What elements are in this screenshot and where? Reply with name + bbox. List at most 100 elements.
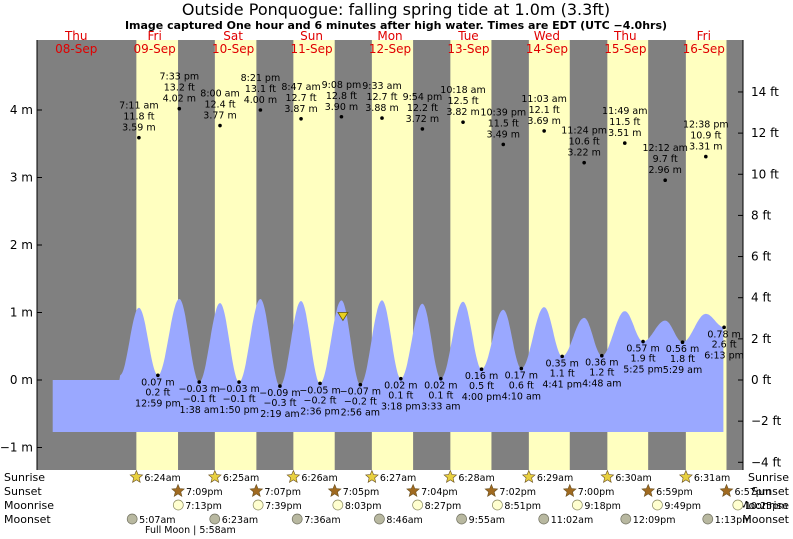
- high-tide-meters: 3.51 m: [608, 128, 641, 139]
- low-tide-point: [399, 376, 403, 381]
- low-tide-time: 5:25 pm: [623, 365, 663, 376]
- low-tide-point: [600, 353, 604, 358]
- moonset-icon: [538, 513, 550, 525]
- moonset-icon: [620, 513, 632, 525]
- sunset-time: 6:57pm: [735, 487, 772, 498]
- high-tide-point: [177, 106, 182, 111]
- sunset-icon: [641, 483, 656, 497]
- astro-row-label-right: Sunset: [751, 485, 789, 498]
- sunset-time: 7:02pm: [499, 487, 536, 498]
- day-date: 08-Sep: [55, 42, 97, 56]
- sunrise-icon: [364, 469, 379, 483]
- high-tide-point: [461, 120, 465, 124]
- low-tide-meters: 0.78 m: [707, 329, 740, 340]
- low-tide-point: [479, 367, 484, 372]
- low-tide-meters: −0.07 m: [340, 387, 381, 398]
- left-tick-label: 3 m: [10, 171, 33, 185]
- moonset-icon: [702, 513, 714, 525]
- day-date: 16-Sep: [683, 42, 725, 56]
- sunset-icon: [562, 483, 577, 497]
- high-tide-meters: 3.82 m: [446, 107, 479, 118]
- moonset-icon: [126, 513, 138, 525]
- high-tide-point: [704, 154, 708, 159]
- high-tide-time: 11:03 am: [521, 94, 566, 105]
- high-tide-meters: 3.72 m: [406, 114, 439, 125]
- high-tide-point: [218, 123, 222, 128]
- current-tide-marker: [337, 312, 349, 322]
- moonrise-icon: [492, 499, 503, 511]
- day-date: 10-Sep: [212, 42, 254, 56]
- low-tide-meters: 0.35 m: [545, 358, 578, 369]
- low-tide-meters: −0.09 m: [259, 388, 300, 399]
- low-tide-point: [439, 376, 443, 381]
- chart-subtitle: Image captured One hour and 6 minutes af…: [125, 19, 667, 32]
- low-tide-meters: −0.03 m: [218, 384, 259, 395]
- sunset-time: 7:07pm: [264, 487, 301, 498]
- sunrise-time: 6:31am: [694, 473, 730, 484]
- moonrise-time: 9:18pm: [584, 501, 621, 512]
- high-tide-time: 7:11 am: [119, 101, 158, 112]
- moonset-time: 12:09pm: [633, 515, 676, 526]
- moonrise-time: 7:13pm: [185, 501, 222, 512]
- high-tide-time: 12:12 am: [642, 143, 687, 154]
- astro-row-label: Sunrise: [4, 471, 45, 484]
- high-tide-point: [380, 116, 384, 120]
- low-tide-point: [358, 382, 363, 387]
- high-tide-feet: 12.7 ft: [286, 93, 317, 104]
- sunrise-time: 6:26am: [301, 473, 337, 484]
- right-tick-label: 4 ft: [751, 291, 771, 305]
- moonset-icon: [209, 513, 221, 525]
- astro-row-label: Moonrise: [4, 499, 54, 512]
- high-tide-feet: 11.8 ft: [123, 112, 154, 123]
- full-moon-note: Full Moon | 5:58am: [145, 525, 236, 536]
- high-tide-point: [622, 141, 627, 145]
- day-of-week: Sun: [300, 29, 323, 43]
- high-tide-meters: 3.88 m: [365, 103, 398, 114]
- low-tide-feet: −0.3 ft: [263, 398, 296, 409]
- moonset-time: 7:36am: [304, 515, 340, 526]
- low-tide-point: [722, 325, 726, 330]
- low-tide-feet: 2.6 ft: [712, 339, 737, 350]
- high-tide-meters: 3.69 m: [527, 116, 560, 127]
- day-of-week: Tue: [457, 29, 479, 43]
- low-tide-time: 6:13 pm: [704, 350, 744, 361]
- moonrise-icon: [332, 499, 344, 511]
- low-tide-time: 3:18 pm: [381, 402, 421, 413]
- low-tide-meters: −0.05 m: [299, 385, 340, 396]
- sunset-time: 7:04pm: [421, 487, 458, 498]
- high-tide-meters: 4.02 m: [163, 94, 196, 105]
- axes: −1 m 0 m 1 m 2 m 3 m 4 m −4 ft −2 ft 0 ft 2 ft 4 f…: [0, 40, 782, 470]
- low-tide-time: 4:10 am: [502, 392, 541, 403]
- high-tide-feet: 12.1 ft: [529, 105, 560, 116]
- sunset-time: 7:05pm: [343, 487, 380, 498]
- low-tide-time: 3:33 am: [421, 402, 460, 413]
- moonrise-icon: [652, 499, 663, 511]
- sunset-time: 7:00pm: [578, 487, 615, 498]
- right-tick-label: 8 ft: [751, 208, 771, 222]
- high-tide-time: 8:21 pm: [241, 73, 281, 84]
- high-tide-time: 10:39 pm: [480, 107, 526, 118]
- high-tide-feet: 13.2 ft: [164, 83, 195, 94]
- sunrise-time: 6:28am: [458, 473, 494, 484]
- sunrise-time: 6:24am: [144, 473, 180, 484]
- low-tide-feet: 1.2 ft: [589, 368, 614, 379]
- low-tide-feet: −0.1 ft: [183, 394, 216, 405]
- day-of-week: Thu: [64, 29, 88, 43]
- sunset-icon: [249, 483, 264, 497]
- moonrise-time: 8:27pm: [425, 501, 462, 512]
- low-tide-time: 12:59 pm: [135, 398, 181, 409]
- low-tide-feet: −0.2 ft: [304, 395, 337, 406]
- high-tide-meters: 3.59 m: [122, 123, 155, 134]
- day-of-week: Sat: [223, 29, 243, 43]
- low-tide-time: 1:38 am: [180, 405, 219, 416]
- moonset-time: 6:23am: [222, 515, 258, 526]
- high-tide-feet: 12.8 ft: [326, 91, 357, 102]
- high-tide-meters: 3.77 m: [203, 111, 236, 122]
- sunrise-icon: [443, 469, 458, 483]
- left-tick-label: −1 m: [0, 441, 33, 455]
- tide-water-area: [52, 299, 724, 432]
- day-labels: Thu08-SepFri09-SepSat10-SepSun11-SepMon1…: [55, 29, 725, 56]
- high-tide-time: 7:33 pm: [159, 72, 199, 83]
- high-tide-time: 11:49 am: [602, 106, 647, 117]
